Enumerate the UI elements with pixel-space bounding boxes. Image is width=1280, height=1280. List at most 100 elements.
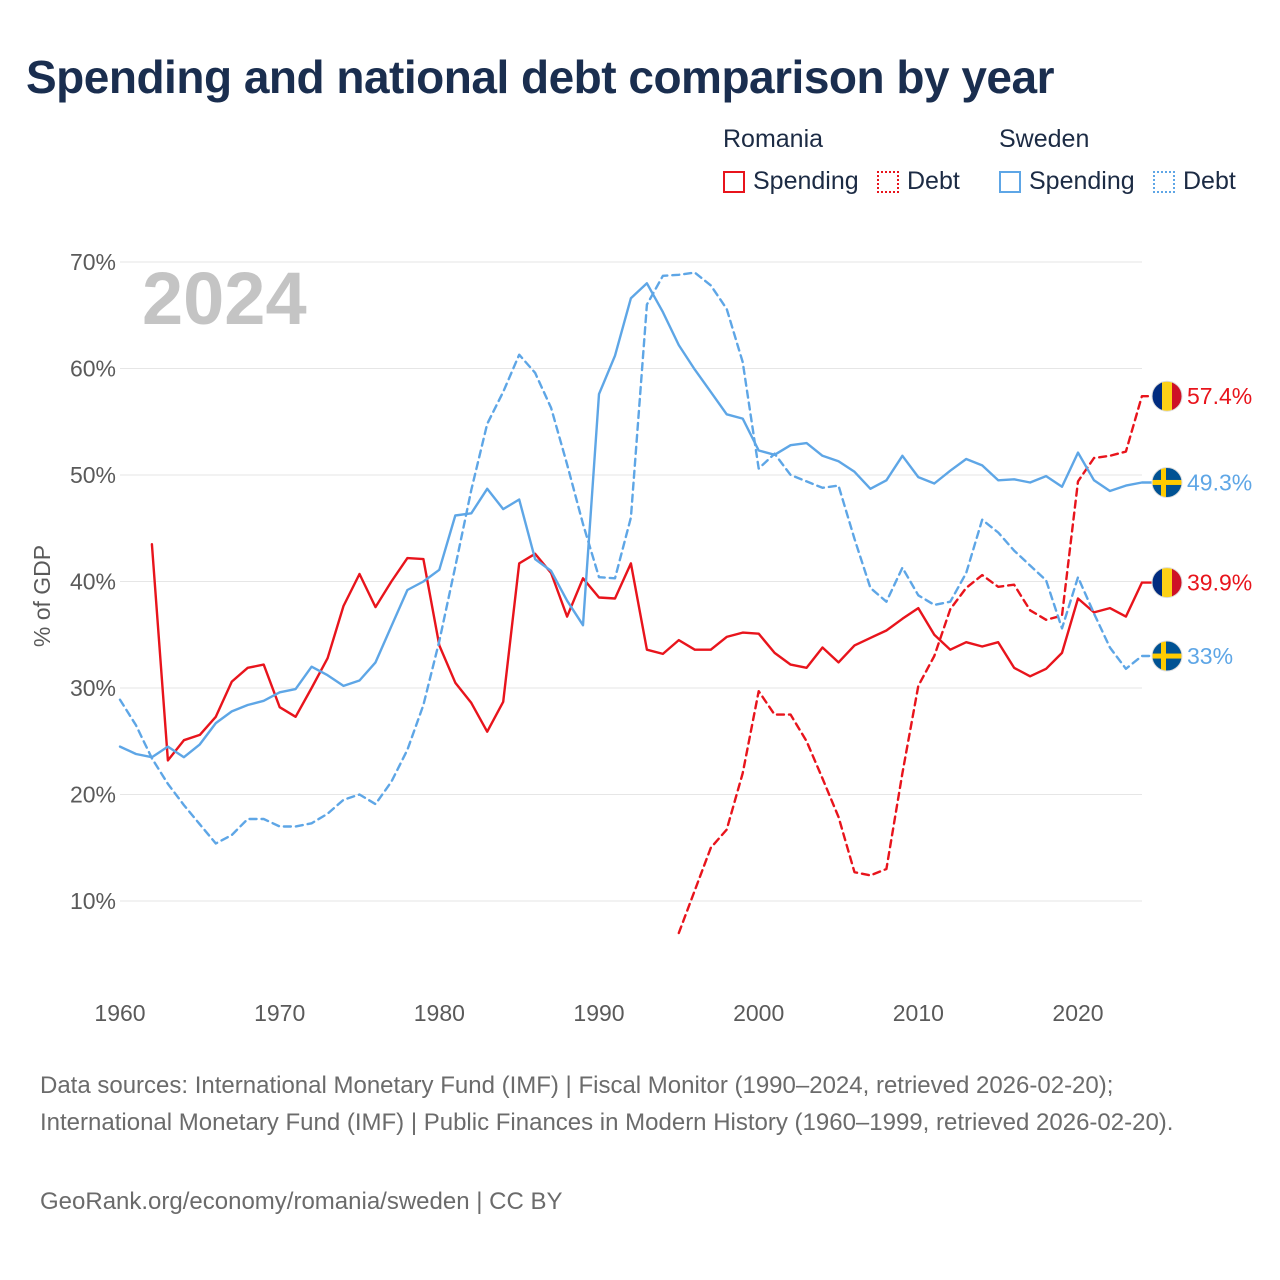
data-point[interactable]	[564, 598, 570, 604]
data-point[interactable]	[197, 741, 203, 747]
data-point[interactable]	[756, 688, 762, 694]
data-point[interactable]	[947, 599, 953, 605]
data-point[interactable]	[580, 521, 586, 527]
data-point[interactable]	[197, 821, 203, 827]
data-point[interactable]	[468, 510, 474, 516]
data-point[interactable]	[692, 647, 698, 653]
data-point[interactable]	[931, 653, 937, 659]
data-point[interactable]	[612, 353, 618, 359]
data-point[interactable]	[995, 477, 1001, 483]
data-point[interactable]	[836, 814, 842, 820]
data-point[interactable]	[628, 560, 634, 566]
data-point[interactable]	[117, 697, 123, 703]
data-point[interactable]	[995, 639, 1001, 645]
data-point[interactable]	[820, 453, 826, 459]
data-point[interactable]	[708, 282, 714, 288]
data-point[interactable]	[995, 584, 1001, 590]
data-point[interactable]	[931, 481, 937, 487]
data-point[interactable]	[899, 770, 905, 776]
data-point[interactable]	[676, 272, 682, 278]
data-point[interactable]	[548, 568, 554, 574]
data-point[interactable]	[516, 560, 522, 566]
data-point[interactable]	[836, 483, 842, 489]
data-point[interactable]	[404, 747, 410, 753]
data-point[interactable]	[1075, 574, 1081, 580]
data-point[interactable]	[516, 497, 522, 503]
data-point[interactable]	[452, 680, 458, 686]
data-point[interactable]	[165, 744, 171, 750]
data-point[interactable]	[373, 659, 379, 665]
data-point[interactable]	[373, 604, 379, 610]
data-point[interactable]	[899, 453, 905, 459]
data-point[interactable]	[788, 472, 794, 478]
data-point[interactable]	[915, 474, 921, 480]
legend-romania-spending[interactable]: Spending	[723, 167, 859, 196]
data-point[interactable]	[979, 517, 985, 523]
data-point[interactable]	[676, 930, 682, 936]
data-point[interactable]	[1027, 480, 1033, 486]
data-point[interactable]	[1139, 653, 1145, 659]
data-point[interactable]	[420, 579, 426, 585]
data-point[interactable]	[1107, 645, 1113, 651]
data-point[interactable]	[724, 306, 730, 312]
data-point[interactable]	[692, 367, 698, 373]
data-point[interactable]	[1075, 596, 1081, 602]
data-point[interactable]	[628, 515, 634, 521]
data-point[interactable]	[341, 603, 347, 609]
data-point[interactable]	[452, 564, 458, 570]
data-point[interactable]	[788, 442, 794, 448]
data-point[interactable]	[149, 755, 155, 761]
data-point[interactable]	[756, 631, 762, 637]
data-point[interactable]	[564, 614, 570, 620]
data-point[interactable]	[500, 506, 506, 512]
data-point[interactable]	[564, 461, 570, 467]
data-point[interactable]	[1139, 480, 1145, 486]
series-line-sweden-spending[interactable]	[118, 282, 1160, 759]
data-point[interactable]	[1123, 614, 1129, 620]
data-point[interactable]	[644, 647, 650, 653]
data-point[interactable]	[117, 744, 123, 750]
data-point[interactable]	[612, 575, 618, 581]
data-point[interactable]	[484, 729, 490, 735]
data-point[interactable]	[1075, 450, 1081, 456]
data-point[interactable]	[532, 556, 538, 562]
data-point[interactable]	[436, 638, 442, 644]
data-point[interactable]	[708, 389, 714, 395]
data-point[interactable]	[133, 751, 139, 757]
data-point[interactable]	[963, 570, 969, 576]
data-point[interactable]	[500, 389, 506, 395]
data-point[interactable]	[1043, 666, 1049, 672]
data-point[interactable]	[325, 655, 331, 661]
data-point[interactable]	[420, 556, 426, 562]
data-point[interactable]	[820, 485, 826, 491]
data-point[interactable]	[149, 541, 155, 547]
data-point[interactable]	[197, 732, 203, 738]
data-point[interactable]	[963, 456, 969, 462]
data-point[interactable]	[213, 841, 219, 847]
data-point[interactable]	[293, 824, 299, 830]
data-point[interactable]	[1027, 607, 1033, 613]
data-point[interactable]	[963, 639, 969, 645]
data-point[interactable]	[532, 370, 538, 376]
data-point[interactable]	[820, 645, 826, 651]
data-point[interactable]	[420, 702, 426, 708]
data-point[interactable]	[484, 421, 490, 427]
data-point[interactable]	[883, 477, 889, 483]
credit-line[interactable]: GeoRank.org/economy/romania/sweden | CC …	[40, 1188, 563, 1215]
data-point[interactable]	[852, 869, 858, 875]
data-point[interactable]	[1123, 666, 1129, 672]
data-point[interactable]	[788, 712, 794, 718]
data-point[interactable]	[772, 712, 778, 718]
data-point[interactable]	[341, 683, 347, 689]
series-line-romania-debt[interactable]	[677, 395, 1160, 935]
data-point[interactable]	[1043, 617, 1049, 623]
data-point[interactable]	[804, 665, 810, 671]
data-point[interactable]	[836, 659, 842, 665]
data-point[interactable]	[852, 642, 858, 648]
data-point[interactable]	[229, 832, 235, 838]
data-point[interactable]	[357, 792, 363, 798]
data-point[interactable]	[325, 672, 331, 678]
data-point[interactable]	[261, 662, 267, 668]
data-point[interactable]	[788, 662, 794, 668]
data-point[interactable]	[724, 634, 730, 640]
